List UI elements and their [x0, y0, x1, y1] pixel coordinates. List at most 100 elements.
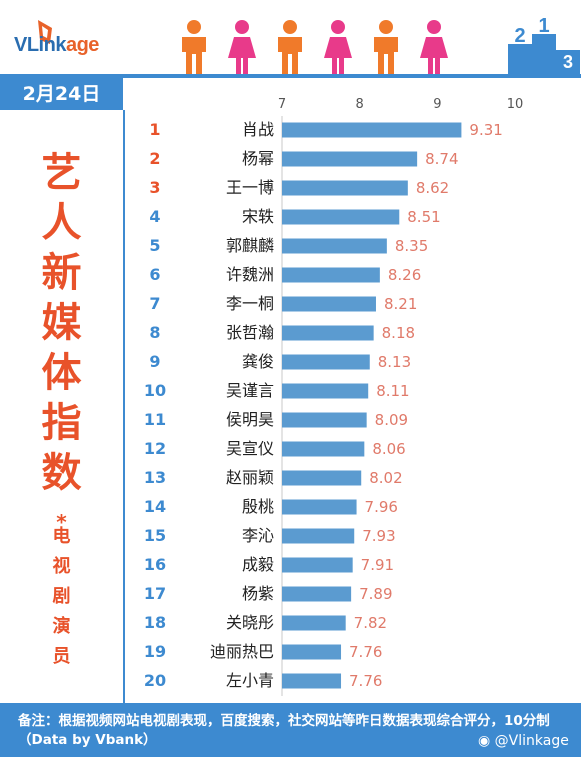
value-label: 8.13	[378, 353, 411, 371]
logo-graphic	[38, 20, 52, 44]
value-label: 8.74	[425, 150, 458, 168]
category-label: 李一桐	[226, 294, 274, 313]
rank-label: 15	[144, 526, 166, 545]
category-label: 侯明昊	[226, 410, 274, 429]
weibo-handle: ◉ @Vlinkage	[478, 733, 569, 749]
category-label: 杨幂	[242, 149, 274, 168]
person-male-icon	[182, 20, 206, 74]
bar	[282, 151, 418, 167]
category-label: 许魏洲	[226, 265, 274, 284]
footer: 备注：根据视频网站电视剧表现，百度搜索，社交网站等昨日数据表现综合评分，10分制…	[0, 703, 581, 757]
title-panel: 艺 人 新 媒 体 指 数 * 电 视 剧 演 员	[0, 110, 123, 703]
date-label: 2月24日	[0, 78, 123, 110]
rank-label: 2	[149, 149, 160, 168]
value-label: 9.31	[469, 121, 502, 139]
main-title: 艺 人 新 媒 体 指 数	[41, 150, 82, 496]
value-label: 8.51	[407, 208, 440, 226]
rank-label: 4	[149, 207, 160, 226]
person-female-icon	[228, 20, 256, 74]
ranking-bar-chart: 7 8 9 10 1 肖战 9.31 2 杨幂 8.74 3 王一博 8.62 4 宋轶 8.51 5 郭麒麟 8.…	[144, 97, 524, 696]
category-label: 成毅	[242, 555, 274, 574]
value-label: 8.11	[376, 382, 409, 400]
rank-label: 20	[144, 671, 166, 690]
bar	[282, 325, 374, 341]
bar	[282, 296, 376, 312]
bar	[282, 557, 353, 573]
value-label: 8.06	[372, 440, 405, 458]
value-label: 8.62	[416, 179, 449, 197]
header-divider	[0, 74, 581, 78]
value-label: 8.09	[375, 411, 408, 429]
bar	[282, 528, 355, 544]
rank-label: 9	[149, 352, 160, 371]
person-female-icon	[324, 20, 352, 74]
category-label: 宋轶	[242, 207, 274, 226]
rank-label: 16	[144, 555, 166, 574]
rank-label: 5	[149, 236, 160, 255]
value-label: 8.02	[369, 469, 402, 487]
value-label: 8.35	[395, 237, 428, 255]
podium-icon: 1 2 3	[508, 15, 580, 74]
category-label: 杨紫	[242, 584, 274, 603]
category-label: 左小青	[226, 671, 274, 690]
bar	[282, 238, 387, 254]
rank-label: 19	[144, 642, 166, 661]
category-label: 郭麒麟	[226, 236, 274, 255]
bar	[282, 615, 346, 631]
bar	[282, 644, 342, 660]
bar	[282, 180, 408, 196]
value-label: 8.21	[384, 295, 417, 313]
svg-text:3: 3	[563, 52, 573, 72]
logo-text: VLinkage	[14, 34, 99, 56]
person-female-icon	[420, 20, 448, 74]
value-label: 7.96	[365, 498, 398, 516]
bar	[282, 673, 342, 689]
category-label: 迪丽热巴	[210, 642, 274, 661]
rank-label: 1	[149, 120, 160, 139]
rank-label: 14	[144, 497, 166, 516]
value-label: 7.82	[354, 614, 387, 632]
svg-text:2: 2	[514, 25, 525, 47]
bar	[282, 209, 400, 225]
rank-label: 13	[144, 468, 166, 487]
footer-note: 备注：根据视频网站电视剧表现，百度搜索，社交网站等昨日数据表现综合评分，10分制…	[18, 713, 550, 748]
bar	[282, 354, 370, 370]
title-star: *	[56, 510, 67, 534]
bar	[282, 267, 380, 283]
rank-label: 7	[149, 294, 160, 313]
bar	[282, 412, 367, 428]
x-tick-label: 7	[278, 97, 286, 112]
weibo-icon: ◉	[478, 733, 491, 749]
value-label: 7.91	[361, 556, 394, 574]
rank-label: 17	[144, 584, 166, 603]
panel-divider	[123, 110, 125, 703]
x-tick-label: 9	[433, 97, 441, 112]
value-label: 7.76	[349, 643, 382, 661]
bar	[282, 441, 365, 457]
rank-label: 8	[149, 323, 160, 342]
value-label: 7.76	[349, 672, 382, 690]
category-label: 关晓彤	[226, 613, 274, 632]
value-label: 8.26	[388, 266, 421, 284]
rank-label: 11	[144, 410, 166, 429]
rank-label: 3	[149, 178, 160, 197]
rank-label: 18	[144, 613, 166, 632]
bar	[282, 122, 462, 138]
person-male-icon	[374, 20, 398, 74]
x-tick-label: 10	[507, 97, 524, 112]
bar	[282, 470, 362, 486]
rank-label: 10	[144, 381, 166, 400]
category-label: 张哲瀚	[226, 323, 274, 342]
subtitle: 电 视 剧 演 员	[52, 526, 71, 667]
people-icons	[182, 20, 448, 74]
rank-label: 12	[144, 439, 166, 458]
category-label: 王一博	[226, 178, 274, 197]
value-label: 7.89	[359, 585, 392, 603]
category-label: 吴宣仪	[226, 439, 274, 458]
category-label: 肖战	[242, 120, 274, 139]
bar	[282, 586, 352, 602]
value-label: 7.93	[362, 527, 395, 545]
category-label: 龚俊	[242, 352, 274, 371]
rank-label: 6	[149, 265, 160, 284]
bar	[282, 499, 357, 515]
